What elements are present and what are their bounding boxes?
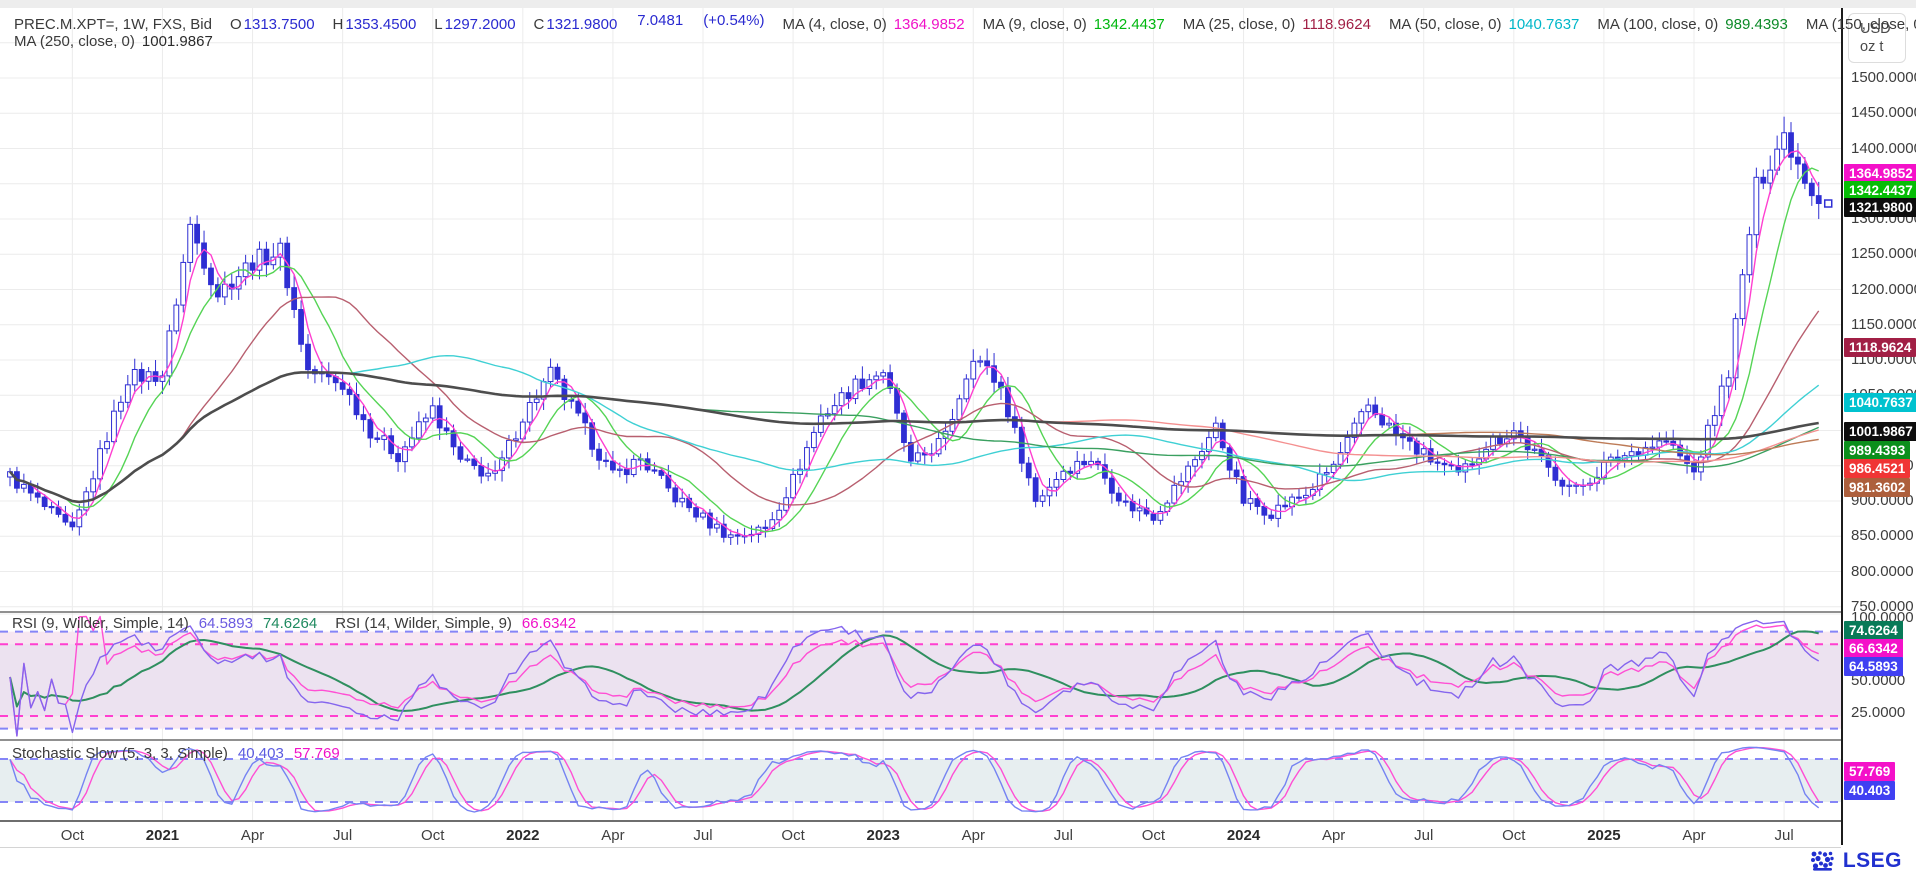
price-tick: 1450.0000: [1851, 104, 1916, 122]
time-axis-label: 2025: [1587, 827, 1621, 844]
ma-legend-item[interactable]: MA (25, close, 0) 1118.9624: [1182, 16, 1371, 33]
price-badge: 1118.9624: [1844, 338, 1916, 357]
lseg-lion-icon: [1810, 851, 1834, 871]
axis-unit-box: USD oz t: [1848, 13, 1906, 63]
stochastic-panel-header: Stochastic Slow (5, 3, 3, Simple) 40.403…: [12, 745, 340, 762]
axis-unit-label: oz t: [1860, 39, 1884, 55]
rsi-badge: 66.6342: [1844, 639, 1903, 658]
price-badge: 1342.4437: [1844, 181, 1916, 200]
time-axis-label: Jul: [1414, 827, 1434, 844]
price-tick: 1400.0000: [1851, 139, 1916, 157]
rsi-badge: 64.5893: [1844, 657, 1903, 676]
price-badge: 1040.7637: [1844, 393, 1916, 412]
price-tick: 850.0000: [1851, 527, 1914, 545]
lseg-logo: LSEG: [1809, 849, 1902, 873]
time-axis-label: 2024: [1226, 827, 1261, 844]
stochastic-k-value: 40.403: [237, 745, 284, 762]
rsi-panel-header: RSI (9, Wilder, Simple, 14) 64.5893 74.6…: [12, 615, 576, 632]
ma-legend-item[interactable]: MA (100, close, 0) 989.4393: [1597, 16, 1788, 33]
time-axis[interactable]: Oct 2021 Apr Jul Oct 2022 Apr Jul Oct 2023 Apr Jul O…: [0, 820, 1841, 848]
last-price-marker: [1823, 199, 1833, 208]
time-axis-label: Jul: [1053, 827, 1073, 844]
time-axis-label: Apr: [240, 827, 265, 844]
time-axis-label: Oct: [1141, 827, 1166, 844]
quote-field: C 1321.9800: [533, 16, 618, 33]
rsi-value-1: 64.5893: [198, 615, 253, 632]
axis-currency-label: USD: [1860, 21, 1891, 37]
rsi-value-2: 66.6342: [521, 615, 577, 632]
time-axis-label: Oct: [421, 827, 445, 844]
time-axis-label: Apr: [1682, 827, 1706, 844]
time-axis-label: Jul: [333, 827, 353, 844]
price-tick: 800.0000: [1851, 562, 1914, 580]
price-tick: 1200.0000: [1851, 280, 1916, 298]
price-badge: 1321.9800: [1844, 198, 1916, 217]
price-badge: 1364.9852: [1844, 164, 1916, 183]
rsi-series: [9, 615, 1820, 737]
quote-field: L 1297.2000: [434, 16, 516, 33]
price-badge: 989.4393: [1844, 441, 1911, 460]
ma-legend-item[interactable]: MA (4, close, 0) 1364.9852: [782, 16, 965, 33]
time-axis-label: Apr: [1321, 827, 1346, 844]
stochastic-badge: 57.769: [1844, 762, 1896, 781]
top-frame-strip: [0, 0, 1916, 8]
price-tick: 1250.0000: [1851, 245, 1916, 263]
time-axis-label: 2021: [145, 827, 180, 844]
ma-legend-item[interactable]: MA (250, close, 0) 1001.9867: [14, 33, 213, 50]
rsi-tick: 25.0000: [1851, 703, 1906, 721]
rsi-ma-value: 74.6264: [262, 615, 318, 632]
price-badge: 986.4521: [1844, 459, 1911, 478]
stochastic-series: [9, 746, 1820, 813]
ma-overlays: [9, 150, 1820, 537]
chart-canvas[interactable]: [0, 0, 1841, 845]
time-axis-label: 2023: [866, 827, 900, 844]
time-axis-label: Oct: [60, 827, 85, 844]
time-axis-label: Apr: [601, 827, 625, 844]
price-tick: 750.0000: [1851, 597, 1914, 615]
ma-legend-row-2: MA (250, close, 0) 1001.9867: [14, 33, 213, 50]
time-axis-label: 2022: [506, 827, 540, 844]
quote-header-row: PREC.M.XPT=, 1W, FXS, Bid O 1313.7500 H 135…: [14, 12, 1916, 33]
price-tick: 1500.0000: [1851, 69, 1916, 86]
stochastic-badge: 40.403: [1844, 781, 1896, 800]
quote-field: H 1353.4500: [332, 16, 417, 33]
stochastic-legend-label[interactable]: Stochastic Slow (5, 3, 3, Simple): [12, 745, 228, 762]
ma-legend-item[interactable]: MA (9, close, 0) 1342.4437: [982, 16, 1165, 33]
time-axis-label: Oct: [1502, 827, 1526, 844]
quote-field: 7.0481: [637, 12, 684, 29]
price-badge: 981.3602: [1844, 478, 1911, 497]
ma-legend-item[interactable]: MA (150, close, 0)986.4521: [1805, 16, 1916, 33]
quote-field: O 1313.7500: [229, 16, 315, 33]
time-axis-label: Apr: [961, 827, 985, 844]
time-axis-label: Jul: [693, 827, 713, 844]
quote-field: (+0.54%): [703, 12, 765, 29]
ma-legend-item[interactable]: MA (50, close, 0) 1040.7637: [1388, 16, 1580, 33]
price-tick: 1150.0000: [1851, 315, 1916, 333]
lseg-logo-text: LSEG: [1842, 849, 1902, 872]
time-axis-label: Jul: [1774, 827, 1794, 844]
rsi-legend-label-1[interactable]: RSI (9, Wilder, Simple, 14): [12, 615, 189, 632]
time-axis-label: Oct: [781, 827, 805, 844]
candlestick-series: [7, 116, 1822, 546]
rsi-legend-label-2[interactable]: RSI (14, Wilder, Simple, 9): [335, 615, 512, 632]
stochastic-d-value: 57.769: [293, 745, 340, 762]
rsi-tick: 50.0000: [1851, 672, 1906, 689]
instrument-title[interactable]: PREC.M.XPT=, 1W, FXS, Bid: [14, 16, 212, 33]
price-axis[interactable]: USD oz t 1500.00001450.00001400.00001350…: [1841, 8, 1916, 845]
price-badge: 1001.9867: [1844, 422, 1916, 441]
rsi-badge: 74.6264: [1844, 621, 1903, 640]
